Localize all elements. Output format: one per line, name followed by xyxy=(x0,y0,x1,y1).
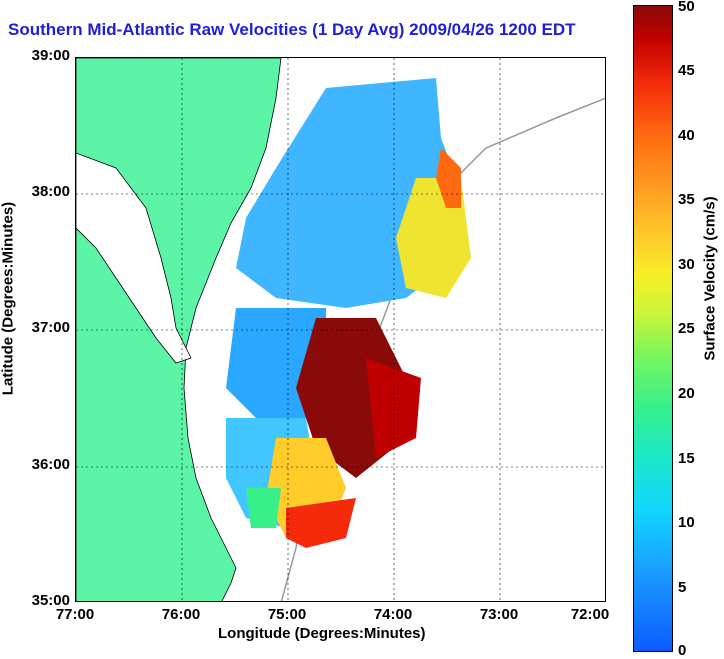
cb-tick-10: 10 xyxy=(678,514,695,531)
cb-tick-0: 0 xyxy=(678,642,687,659)
x-tick-77: 77:00 xyxy=(55,606,95,623)
colorbar xyxy=(633,5,673,652)
cb-tick-40: 40 xyxy=(678,127,695,144)
y-tick-35: 35:00 xyxy=(31,592,70,609)
map-canvas xyxy=(76,58,605,601)
cb-tick-35: 35 xyxy=(678,191,695,208)
x-tick-73: 73:00 xyxy=(479,606,519,623)
cb-tick-45: 45 xyxy=(678,62,695,79)
map-title: Southern Mid-Atlantic Raw Velocities (1 … xyxy=(8,20,576,39)
cb-tick-15: 15 xyxy=(678,450,695,467)
x-tick-75: 75:00 xyxy=(267,606,307,623)
y-tick-38: 38:00 xyxy=(31,183,70,200)
cb-tick-30: 30 xyxy=(678,256,695,273)
x-tick-76: 76:00 xyxy=(161,606,201,623)
y-axis-label: Latitude (Degrees:Minutes) xyxy=(0,201,17,396)
cb-tick-5: 5 xyxy=(678,579,687,596)
chesapeake-bay xyxy=(76,152,192,364)
map-plot-area xyxy=(75,57,606,602)
y-tick-37: 37:00 xyxy=(31,319,70,336)
grid-lines xyxy=(76,58,605,601)
x-tick-72: 72:00 xyxy=(570,606,610,623)
cb-tick-20: 20 xyxy=(678,385,695,402)
cb-tick-50: 50 xyxy=(678,0,695,15)
x-axis-label: Longitude (Degrees:Minutes) xyxy=(218,625,426,642)
y-tick-36: 36:00 xyxy=(31,456,70,473)
colorbar-label: Surface Velocity (cm/s) xyxy=(701,196,719,361)
y-tick-39: 39:00 xyxy=(31,47,70,64)
velocity-field xyxy=(226,78,471,548)
cb-tick-25: 25 xyxy=(678,320,695,337)
x-tick-74: 74:00 xyxy=(373,606,413,623)
